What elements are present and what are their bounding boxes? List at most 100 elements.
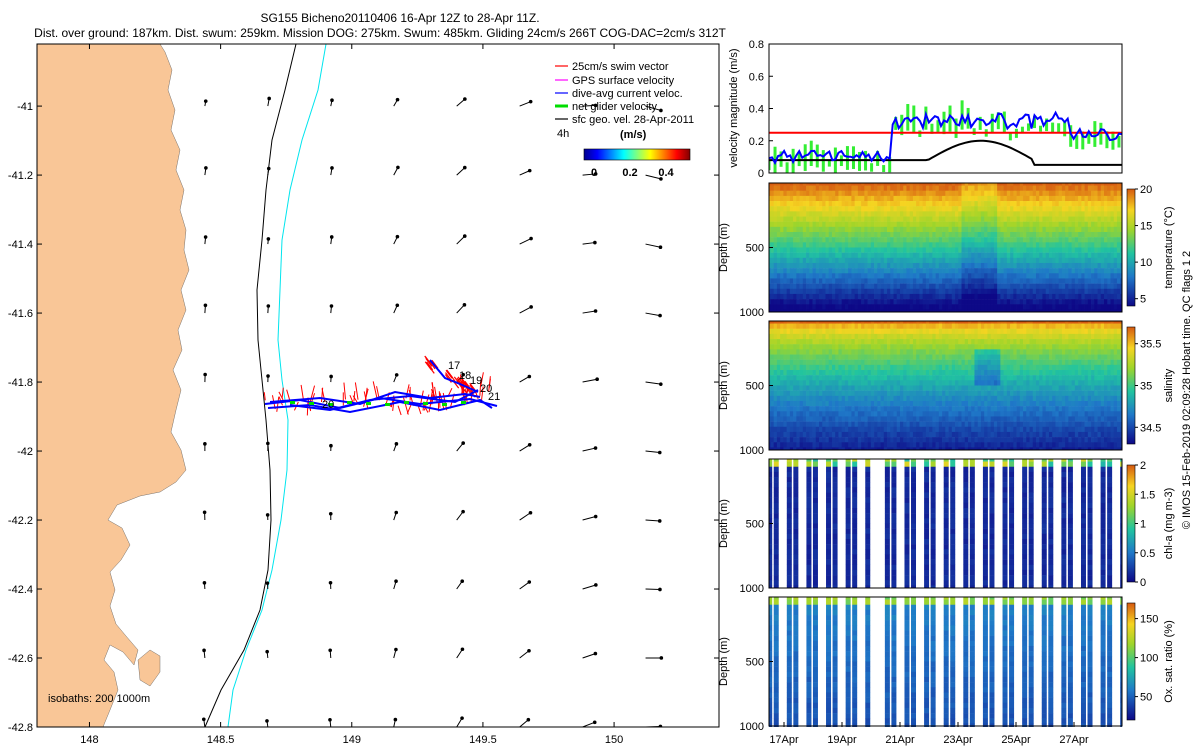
temperature-cell (1048, 309, 1053, 312)
temperature-cell (916, 201, 920, 207)
salinity-cell (967, 370, 972, 376)
salinity-cell (780, 442, 784, 448)
salinity-cell (812, 321, 817, 324)
temperature-cell (912, 237, 917, 243)
geo-vector-head (461, 372, 465, 377)
salinity-cell (857, 437, 862, 443)
salinity-cell (773, 437, 778, 443)
salinity-cell (812, 380, 817, 386)
temperature-cell (1013, 273, 1017, 279)
salinity-cell (793, 421, 797, 427)
salinity-cell (967, 390, 972, 397)
temperature-cell (789, 226, 794, 233)
temperature-cell (844, 299, 849, 305)
temperature-cell (841, 216, 846, 222)
temperature-cell (1029, 226, 1034, 233)
temperature-cell (1061, 190, 1066, 197)
salinity-cell (909, 359, 914, 366)
temperature-cell (887, 201, 891, 207)
salinity-cell (857, 406, 862, 412)
temperature-cell (971, 262, 975, 269)
temperature-cell (1074, 262, 1079, 269)
temperature-cell (780, 237, 784, 243)
temperature-cell (809, 242, 813, 248)
temperature-cell (1003, 183, 1008, 186)
salinity-cell (906, 375, 911, 381)
salinity-cell (906, 400, 911, 407)
temperature-cell (848, 183, 852, 186)
salinity-cell (857, 395, 862, 402)
temperature-cell (838, 221, 843, 228)
temperature-cell (1052, 257, 1056, 264)
temperature-cell (773, 268, 778, 274)
salinity-cell (874, 442, 878, 448)
salinity-cell (809, 328, 813, 335)
temperature-cell (835, 206, 839, 212)
salinity-cell (883, 328, 888, 335)
temperature-cell (1013, 216, 1017, 222)
temperature-cell (793, 183, 797, 186)
salinity-cell (799, 375, 804, 381)
geo-vector (582, 584, 596, 590)
temperature-cell (906, 309, 911, 312)
temperature-cell (1039, 283, 1043, 289)
salinity-cell (890, 421, 894, 427)
geo-vector-head (328, 648, 332, 653)
salinity-cell (789, 333, 794, 340)
temperature-cell (841, 299, 846, 305)
temperature-cell (964, 221, 969, 228)
temperature-cell (929, 211, 933, 217)
temperature-cell (1032, 201, 1037, 207)
temperature-cell (796, 216, 800, 222)
salinity-cell (844, 344, 849, 350)
salinity-cell (899, 411, 904, 417)
temperature-cell (971, 304, 975, 310)
temperature-cell (822, 185, 826, 191)
temperature-cell (1113, 185, 1118, 191)
salinity-cell (857, 323, 862, 329)
temperature-cell (864, 232, 868, 238)
temperature-cell (1074, 304, 1079, 310)
geo-vector-head (593, 103, 598, 108)
salinity-cell (919, 323, 924, 329)
salinity-cell (961, 370, 966, 376)
salinity-cell (848, 323, 852, 329)
temperature-cell (1084, 283, 1089, 289)
salinity-cell (906, 395, 911, 402)
temperature-cell (864, 190, 868, 197)
temperature-cell (980, 226, 985, 233)
temperature-cell (780, 273, 784, 279)
salinity-cell (822, 400, 826, 407)
temperature-cell (1068, 257, 1072, 264)
salinity-cell (877, 431, 881, 438)
salinity-cell (958, 339, 962, 345)
temperature-cell (1035, 262, 1040, 269)
geo-vector-head (526, 717, 531, 722)
temperature-cell (1068, 185, 1072, 191)
temperature-cell (1055, 206, 1060, 212)
salinity-cell (893, 442, 898, 448)
salinity-cell (802, 385, 807, 391)
temperature-cell (1006, 252, 1011, 259)
salinity-cell (786, 437, 791, 443)
map-ytick-label: -41 (17, 101, 33, 113)
salinity-cell (961, 431, 966, 438)
salinity-cell (770, 431, 775, 438)
salinity-cell (877, 411, 881, 417)
temperature-cell (802, 206, 807, 212)
temperature-cell (819, 221, 823, 228)
temperature-cell (880, 304, 885, 310)
temperature-cell (1078, 309, 1082, 312)
temperature-cell (1107, 283, 1111, 289)
salinity-cell (828, 442, 833, 448)
temperature-cell (964, 232, 969, 238)
temperature-cell (867, 185, 872, 191)
temperature-cell (769, 262, 771, 269)
salinity-cell (870, 328, 875, 335)
temperature-cell (955, 273, 959, 279)
temperature-cell (948, 232, 953, 238)
salinity-cell (786, 375, 791, 381)
salinity-cell (874, 431, 878, 438)
salinity-cell (896, 421, 901, 427)
